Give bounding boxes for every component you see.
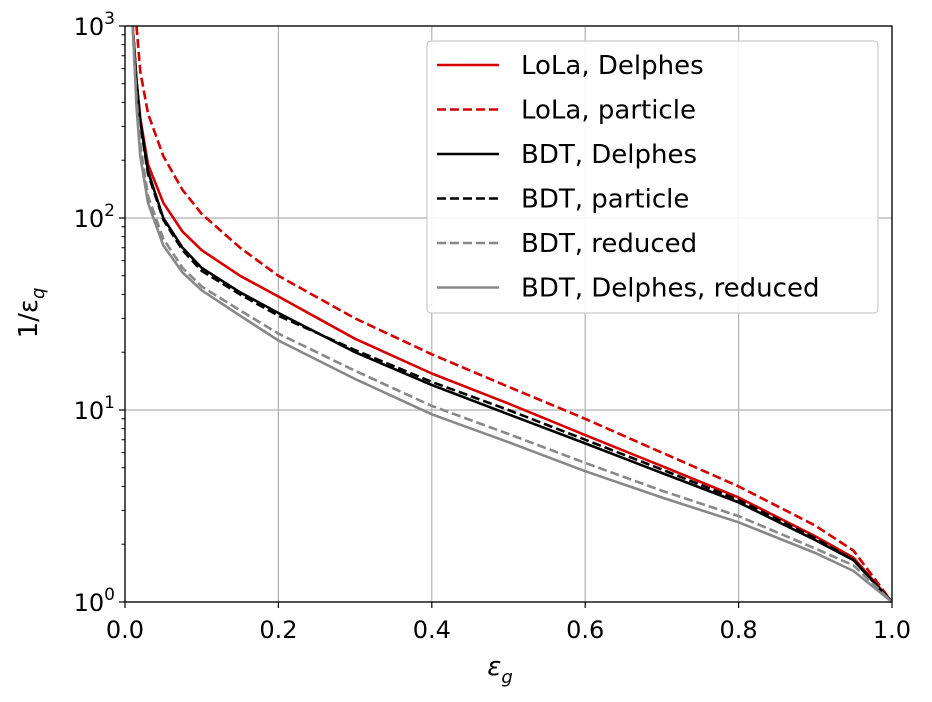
x-tick-label: 0.2 [259, 616, 297, 644]
legend: LoLa, Delphes LoLa, particle BDT, Delphes B… [426, 40, 879, 314]
y-axis-label-main: 1/ε [14, 299, 44, 338]
legend-label: BDT, particle [521, 185, 689, 215]
legend-label: LoLa, Delphes [521, 51, 704, 81]
y-tick-label-exponent: 2 [104, 201, 115, 221]
y-tick-label-exponent: 0 [104, 585, 115, 605]
y-axis-label: 1/εq [14, 288, 49, 339]
y-tick-label: 103 [74, 9, 115, 41]
plot-frame [124, 25, 893, 603]
x-axis-label-main: ε [487, 652, 501, 682]
y-tick-label-base: 10 [74, 397, 105, 425]
series-line [131, 26, 892, 602]
series-lines [131, 26, 892, 602]
y-tick-label: 102 [74, 201, 115, 233]
x-axis-ticks: 0.0 0.2 0.4 0.6 0.8 1.0 [106, 602, 911, 644]
legend-label: BDT, reduced [521, 229, 697, 259]
series-line [131, 26, 892, 602]
y-tick-label-exponent: 3 [104, 9, 115, 29]
y-tick-label: 100 [74, 585, 115, 617]
y-tick-label-base: 10 [74, 13, 105, 41]
y-axis-label-sub: q [28, 288, 49, 299]
x-axis-label-sub: g [501, 667, 512, 688]
legend-label: BDT, Delphes, reduced [521, 274, 819, 304]
y-tick-label-exponent: 1 [104, 393, 115, 413]
x-tick-label: 0.8 [720, 616, 758, 644]
x-tick-label: 0.4 [413, 616, 451, 644]
y-tick-label: 101 [74, 393, 115, 425]
x-axis-label: εg [487, 652, 513, 688]
y-tick-label-base: 10 [74, 205, 105, 233]
legend-label: LoLa, particle [521, 96, 696, 126]
series-line [135, 26, 892, 602]
y-tick-label-base: 10 [74, 589, 105, 617]
legend-label: BDT, Delphes [521, 140, 697, 170]
x-tick-label: 1.0 [873, 616, 911, 644]
legend-box [426, 40, 879, 314]
x-tick-label: 0.0 [106, 616, 144, 644]
x-tick-label: 0.6 [566, 616, 604, 644]
